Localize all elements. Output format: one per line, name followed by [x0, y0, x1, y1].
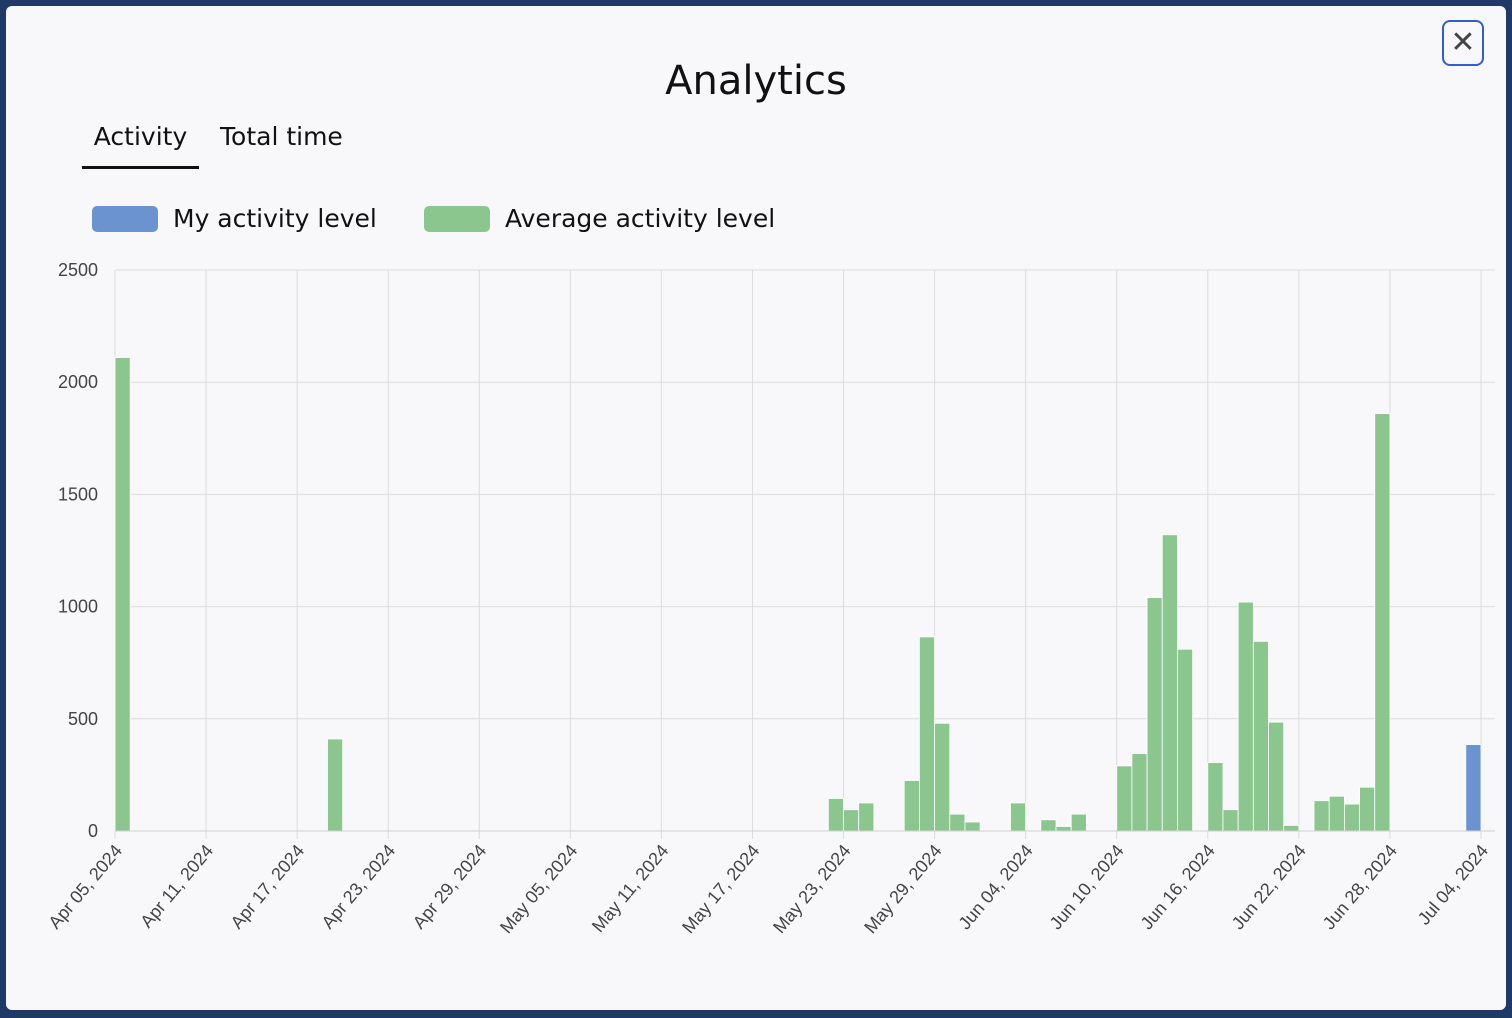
average-activity-bar: [1222, 809, 1239, 832]
average-activity-bar: [919, 636, 936, 832]
average-activity-bar: [1359, 786, 1376, 832]
legend-label-average-activity: Average activity level: [505, 204, 776, 233]
modal-title: Analytics: [665, 58, 847, 104]
x-tick-label: May 29, 2024: [860, 841, 945, 937]
average-activity-bar: [934, 722, 951, 832]
average-activity-bar: [858, 802, 875, 832]
legend-swatch-average-activity: [424, 205, 490, 232]
y-tick-label: 1500: [58, 484, 98, 504]
x-tick-label: Jun 04, 2024: [954, 841, 1036, 934]
average-activity-bar: [1328, 795, 1345, 832]
x-tick-label: Apr 05, 2024: [44, 841, 126, 933]
x-tick-label: May 17, 2024: [678, 841, 763, 937]
tab-activity[interactable]: Activity: [82, 122, 199, 169]
average-activity-bar: [1116, 765, 1133, 832]
x-tick-label: Apr 17, 2024: [227, 841, 309, 933]
x-tick-label: May 11, 2024: [588, 841, 673, 936]
average-activity-bar: [1161, 534, 1178, 832]
x-tick-label: Jun 22, 2024: [1228, 841, 1310, 934]
my-activity-bar: [1465, 744, 1482, 832]
average-activity-bar: [903, 780, 920, 832]
close-icon: ✕: [1450, 25, 1476, 60]
legend-item-average-activity[interactable]: Average activity level: [424, 204, 775, 233]
legend-swatch-my-activity: [92, 205, 158, 232]
x-tick-label: Jun 16, 2024: [1137, 841, 1219, 934]
average-activity-bar: [1055, 826, 1072, 832]
average-activity-bar: [1010, 802, 1027, 832]
average-activity-bar: [827, 798, 844, 832]
average-activity-bar: [1252, 640, 1269, 832]
y-tick-label: 0: [88, 821, 98, 841]
average-activity-bar: [964, 821, 981, 832]
average-activity-bar: [1283, 824, 1300, 832]
average-activity-bar: [1146, 597, 1163, 832]
x-tick-label: May 23, 2024: [769, 841, 854, 937]
average-activity-bar: [949, 813, 966, 832]
y-tick-label: 2500: [58, 260, 98, 280]
average-activity-bar: [1374, 413, 1391, 832]
average-activity-bar: [1040, 819, 1057, 832]
tab-total-time[interactable]: Total time: [220, 122, 343, 151]
average-activity-bar: [327, 738, 344, 832]
legend-item-my-activity[interactable]: My activity level: [92, 204, 377, 233]
analytics-modal: Analytics ✕ Activity Total time My activ…: [6, 6, 1506, 1010]
average-activity-bar: [1237, 601, 1254, 832]
average-activity-bar: [114, 357, 131, 832]
x-tick-label: Apr 23, 2024: [318, 841, 400, 933]
average-activity-bar: [1177, 648, 1194, 832]
close-button[interactable]: ✕: [1442, 20, 1484, 66]
average-activity-bar: [1268, 721, 1285, 832]
average-activity-bar: [1344, 803, 1360, 832]
average-activity-bar: [1207, 762, 1224, 832]
x-tick-label: Jun 10, 2024: [1046, 841, 1128, 934]
y-tick-label: 2000: [58, 372, 98, 392]
x-tick-label: Jul 04, 2024: [1414, 841, 1492, 929]
x-tick-label: Jun 28, 2024: [1319, 841, 1401, 934]
x-tick-label: Apr 29, 2024: [409, 841, 491, 933]
average-activity-bar: [1070, 813, 1087, 832]
legend-label-my-activity: My activity level: [173, 204, 377, 233]
x-tick-label: May 05, 2024: [496, 841, 581, 937]
y-tick-label: 1000: [58, 597, 98, 617]
average-activity-bar: [843, 809, 860, 832]
x-tick-label: Apr 11, 2024: [136, 841, 217, 932]
average-activity-bar: [1313, 800, 1330, 832]
y-tick-label: 500: [68, 709, 98, 729]
average-activity-bar: [1131, 753, 1148, 832]
